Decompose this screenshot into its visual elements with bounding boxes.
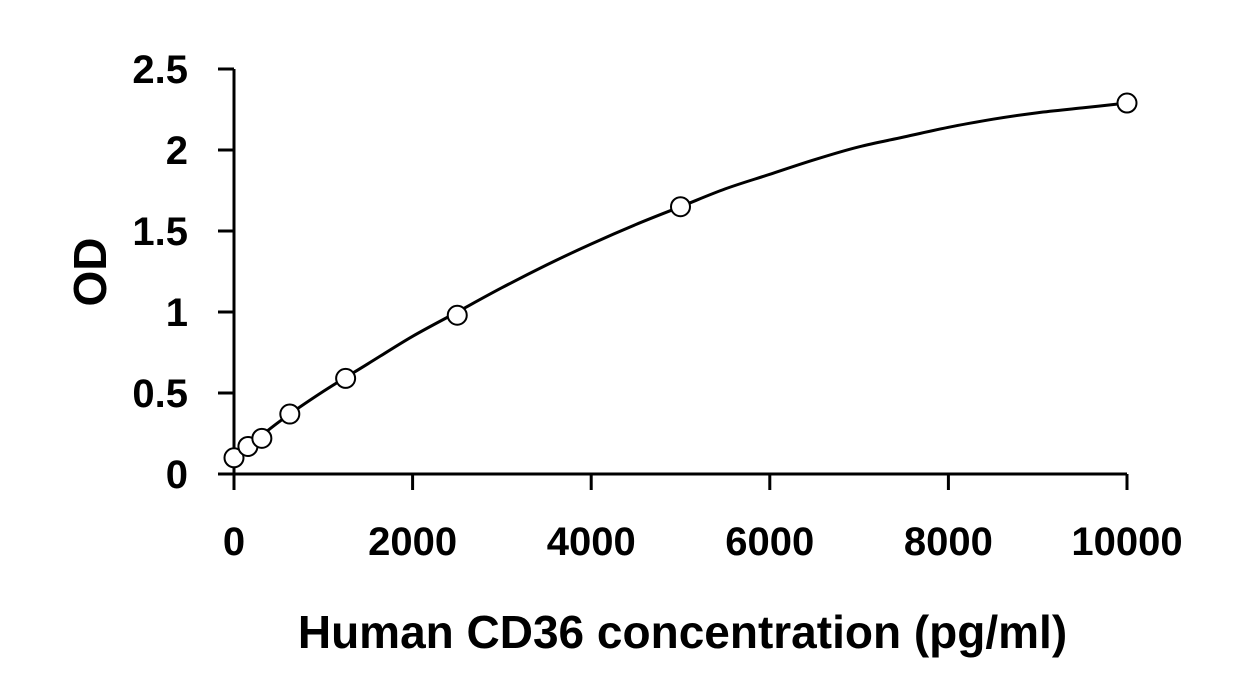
y-tick-label: 2	[166, 129, 188, 173]
y-tick-label: 2.5	[132, 48, 188, 92]
x-tick-label: 6000	[725, 520, 814, 564]
data-point	[279, 403, 301, 425]
data-point	[335, 367, 357, 389]
y-tick-label: 1.5	[132, 210, 188, 254]
y-axis-title: OD	[64, 238, 116, 307]
y-tick-label: 0.5	[132, 372, 188, 416]
data-points	[223, 92, 1138, 469]
data-point	[670, 196, 691, 218]
fit-curve-line	[233, 101, 1128, 459]
x-tick-label: 0	[223, 520, 245, 564]
x-tick-label: 10000	[1071, 520, 1182, 564]
data-point	[446, 304, 468, 326]
axes	[218, 69, 1127, 476]
x-tick-label: 8000	[904, 520, 993, 564]
y-tick-label: 0	[166, 453, 188, 497]
data-point	[1116, 92, 1138, 114]
x-tick-label: 2000	[368, 520, 457, 564]
x-axis-title: Human CD36 concentration (pg/ml)	[298, 606, 1067, 658]
data-point	[251, 427, 273, 449]
x-tick-label: 4000	[547, 520, 636, 564]
x-axis-ticks: 0 2000 4000 6000 8000 10000	[223, 474, 1183, 564]
data-point	[223, 447, 245, 469]
y-axis-ticks: 0 0.5 1 1.5 2 2.5	[132, 48, 234, 497]
y-tick-label: 1	[166, 291, 188, 335]
